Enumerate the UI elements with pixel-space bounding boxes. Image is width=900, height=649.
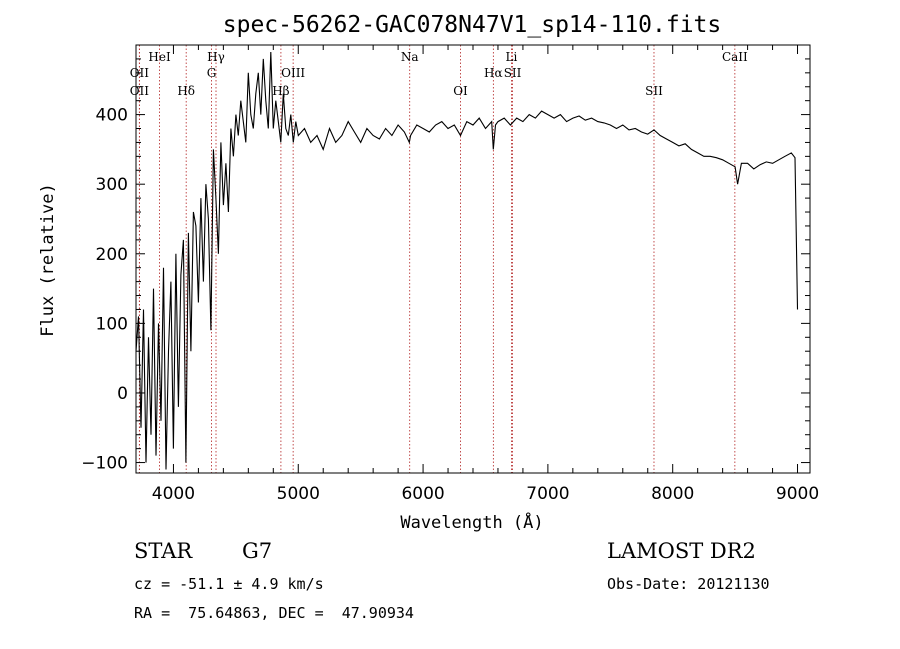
- x-axis-label: Wavelength (Å): [400, 511, 543, 533]
- x-tick-label: 6000: [401, 484, 444, 504]
- spectral-line-label: CaII: [722, 50, 748, 64]
- spectral-line-label: Li: [506, 50, 518, 64]
- x-tick-label: 9000: [776, 484, 819, 504]
- y-axis-label: Flux (relative): [38, 183, 58, 337]
- spectral-line-label: OI: [453, 84, 468, 98]
- object-subclass: G7: [242, 539, 273, 563]
- y-tick-label: 100: [96, 314, 128, 334]
- x-axis-ticks: 4000 5000 6000 7000 8000 9000: [152, 45, 819, 504]
- object-class: STAR: [134, 539, 193, 563]
- spectral-line-label: Hβ: [272, 84, 289, 98]
- spectral-line-label: SII: [645, 84, 663, 98]
- observation-date: Obs-Date: 20121130: [607, 575, 770, 593]
- spectral-line-label: SII: [504, 66, 522, 80]
- y-tick-label: 400: [96, 106, 128, 126]
- spectral-line-label: Hδ: [177, 84, 195, 98]
- chart-title: spec-56262-GAC078N47V1_sp14-110.fits: [223, 12, 722, 38]
- x-tick-label: 4000: [152, 484, 195, 504]
- spectral-line-label: OIII: [281, 66, 305, 80]
- spectral-line-markers: [138, 45, 736, 473]
- spectral-line-label: Hγ: [207, 50, 225, 64]
- coordinates: RA = 75.64863, DEC = 47.90934: [134, 604, 414, 622]
- x-tick-label: 5000: [277, 484, 320, 504]
- y-tick-label: 200: [96, 245, 128, 265]
- spectrum-line: [135, 51, 799, 470]
- y-axis-ticks: −100 0 100 200 300 400: [81, 58, 810, 474]
- x-tick-label: 8000: [651, 484, 694, 504]
- spectral-line-label: Hα: [484, 66, 503, 80]
- spectral-line-label: G: [207, 66, 217, 80]
- y-tick-label: −100: [81, 454, 128, 474]
- spectral-line-label: HeI: [148, 50, 171, 64]
- radial-velocity: cz = -51.1 ± 4.9 km/s: [134, 575, 324, 593]
- spectral-line-label: OII: [130, 84, 150, 98]
- y-tick-label: 300: [96, 175, 128, 195]
- spectral-line-label: Na: [401, 50, 419, 64]
- x-tick-label: 7000: [526, 484, 569, 504]
- survey-name: LAMOST DR2: [607, 539, 756, 563]
- y-tick-label: 0: [117, 384, 128, 404]
- plot-frame: [135, 44, 811, 474]
